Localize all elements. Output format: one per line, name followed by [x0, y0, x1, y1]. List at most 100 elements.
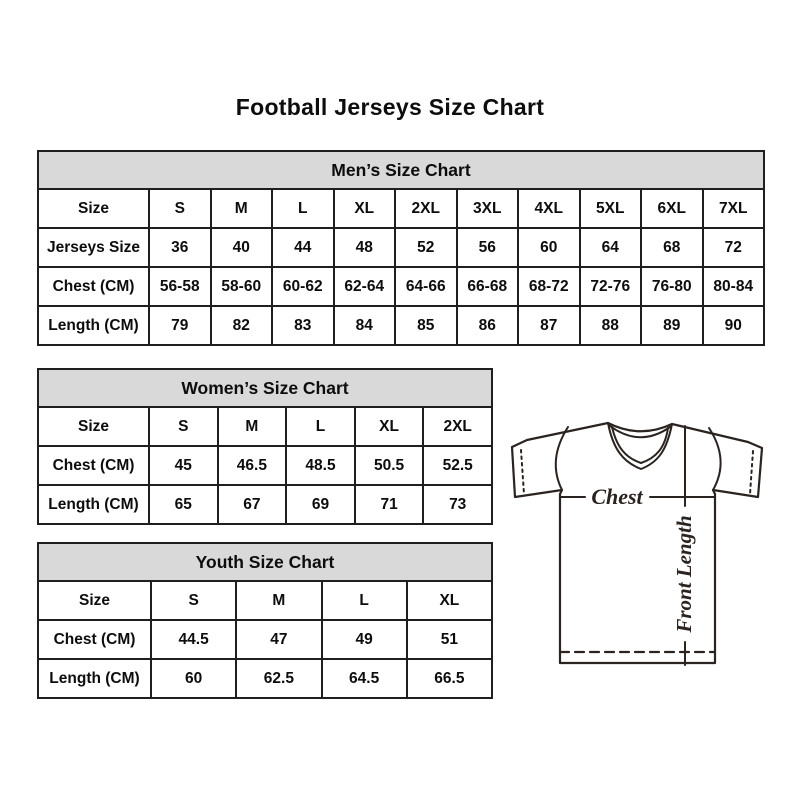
table-cell: XL — [353, 406, 425, 447]
table-cell: L — [271, 188, 335, 229]
collar-inner-v — [611, 426, 669, 464]
table-cell: 89 — [640, 305, 704, 346]
table-cell: 52 — [394, 227, 458, 268]
table-cell: 68-72 — [517, 266, 581, 307]
table-cell: 7XL — [701, 188, 765, 229]
table-row: Chest (CM) 56-58 58-60 60-62 62-64 64-66 66-68… — [37, 266, 765, 307]
table-row: Chest (CM) 44.5 47 49 51 — [37, 619, 494, 660]
men-table-title: Men’s Size Chart — [37, 150, 765, 190]
table-cell: 49 — [320, 619, 408, 660]
table-cell: 64 — [578, 227, 642, 268]
table-cell: L — [320, 580, 408, 621]
table-row: Chest (CM) 45 46.5 48.5 50.5 52.5 — [37, 445, 493, 486]
row-label: Size — [37, 580, 152, 621]
table-cell: 56 — [455, 227, 519, 268]
row-label: Chest (CM) — [37, 266, 150, 307]
men-table-header-row: Men’s Size Chart — [37, 150, 765, 190]
table-cell: 72 — [701, 227, 765, 268]
table-cell: 51 — [405, 619, 494, 660]
chest-measure-label: Chest — [591, 484, 643, 509]
table-cell: 48.5 — [285, 445, 356, 486]
table-cell: M — [216, 406, 288, 447]
table-cell: 73 — [422, 484, 493, 525]
row-label: Size — [37, 406, 150, 447]
table-row: Jerseys Size 36 40 44 48 52 56 60 64 68 72 — [37, 227, 765, 268]
table-row: Size S M L XL 2XL — [37, 406, 493, 447]
table-cell: 60 — [149, 658, 238, 699]
table-cell: S — [148, 188, 212, 229]
table-cell: 64.5 — [320, 658, 408, 699]
row-label: Length (CM) — [37, 305, 150, 346]
table-cell: 4XL — [517, 188, 581, 229]
table-cell: 52.5 — [422, 445, 493, 486]
table-cell: 44 — [271, 227, 335, 268]
table-cell: 86 — [455, 305, 519, 346]
table-cell: 36 — [148, 227, 212, 268]
right-armhole-seam — [708, 427, 722, 491]
row-label: Length (CM) — [37, 484, 150, 525]
row-label: Jerseys Size — [37, 227, 150, 268]
page-title: Football Jerseys Size Chart — [235, 94, 545, 120]
table-cell: 62.5 — [235, 658, 323, 699]
table-row: Length (CM) 60 62.5 64.5 66.5 — [37, 658, 494, 699]
table-cell: 5XL — [578, 188, 642, 229]
table-cell: 40 — [209, 227, 273, 268]
collar-back-arc — [609, 425, 671, 439]
table-cell: 48 — [332, 227, 396, 268]
table-cell: S — [148, 406, 219, 447]
table-cell: 80-84 — [701, 266, 765, 307]
collar-outer-v — [607, 422, 673, 470]
table-cell: 67 — [216, 484, 288, 525]
table-row: Length (CM) 65 67 69 71 73 — [37, 484, 493, 525]
table-cell: 45 — [148, 445, 219, 486]
table-cell: 46.5 — [216, 445, 288, 486]
table-cell: 2XL — [422, 406, 493, 447]
jersey-measurement-diagram: Chest Front Length — [510, 421, 764, 666]
table-cell: 66.5 — [405, 658, 494, 699]
table-cell: 76-80 — [640, 266, 704, 307]
youth-size-table: Youth Size Chart Size S M L XL Chest (CM) 44.5 4… — [37, 542, 494, 699]
table-cell: 62-64 — [332, 266, 396, 307]
row-label: Size — [37, 188, 150, 229]
table-cell: 83 — [271, 305, 335, 346]
table-cell: 3XL — [455, 188, 519, 229]
left-cuff-stitch-line — [520, 449, 525, 495]
womens-size-table: Women’s Size Chart Size S M L XL 2XL Chest (CM)… — [37, 368, 493, 525]
table-cell: 2XL — [394, 188, 458, 229]
youth-table-title: Youth Size Chart — [37, 542, 493, 582]
table-cell: 69 — [285, 484, 356, 525]
table-row: Size S M L XL 2XL 3XL 4XL 5XL 6XL 7XL — [37, 188, 765, 229]
table-cell: 47 — [235, 619, 323, 660]
table-cell: 90 — [701, 305, 765, 346]
table-row: Size S M L XL — [37, 580, 494, 621]
table-cell: 68 — [640, 227, 704, 268]
women-table-title: Women’s Size Chart — [37, 368, 493, 408]
row-label: Chest (CM) — [37, 619, 152, 660]
right-cuff-stitch-line — [749, 450, 754, 495]
women-table-header-row: Women’s Size Chart — [37, 368, 493, 408]
table-cell: 6XL — [640, 188, 704, 229]
row-label: Chest (CM) — [37, 445, 150, 486]
table-cell: 64-66 — [394, 266, 458, 307]
youth-table-header-row: Youth Size Chart — [37, 542, 493, 582]
table-cell: 58-60 — [209, 266, 273, 307]
table-row: Length (CM) 79 82 83 84 85 86 87 88 89 90 — [37, 305, 765, 346]
table-cell: 56-58 — [148, 266, 212, 307]
table-cell: 65 — [148, 484, 219, 525]
mens-size-table: Men’s Size Chart Size S M L XL 2XL 3XL 4XL 5XL 6XL… — [37, 150, 765, 346]
table-cell: 72-76 — [578, 266, 642, 307]
table-cell: M — [209, 188, 273, 229]
table-cell: 84 — [332, 305, 396, 346]
table-cell: 44.5 — [149, 619, 238, 660]
left-armhole-seam — [554, 426, 569, 491]
table-cell: XL — [332, 188, 396, 229]
table-cell: 66-68 — [455, 266, 519, 307]
table-cell: 60 — [517, 227, 581, 268]
table-cell: 79 — [148, 305, 212, 346]
table-cell: 71 — [353, 484, 425, 525]
table-cell: 60-62 — [271, 266, 335, 307]
table-cell: 88 — [578, 305, 642, 346]
table-cell: 50.5 — [353, 445, 425, 486]
table-cell: 82 — [209, 305, 273, 346]
